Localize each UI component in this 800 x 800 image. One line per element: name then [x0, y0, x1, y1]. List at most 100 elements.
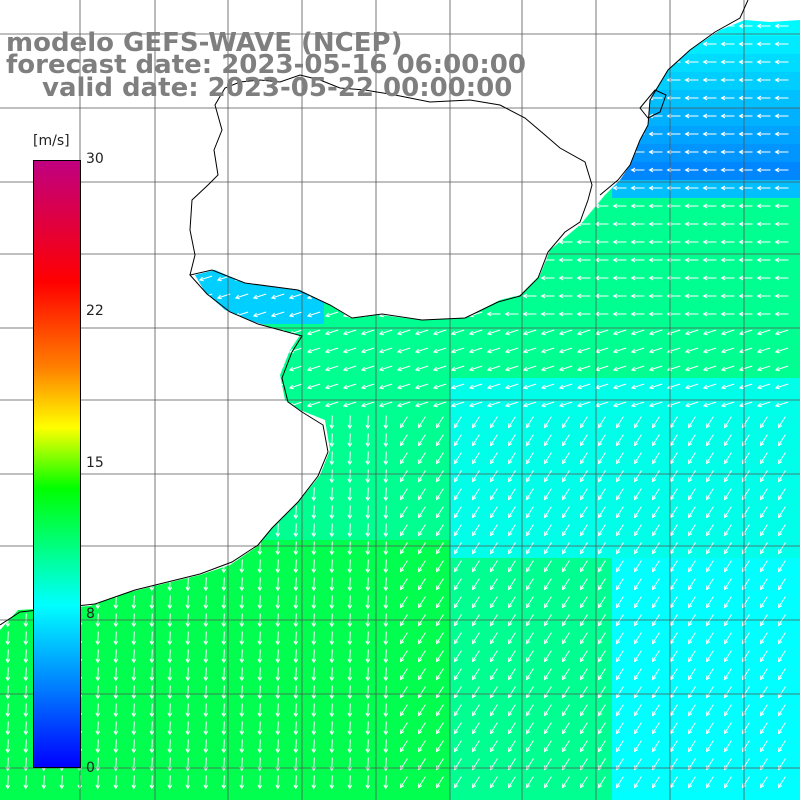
wind-arrow [777, 560, 786, 573]
wind-arrow [378, 185, 393, 192]
wind-arrow [90, 347, 105, 354]
wind-arrow [450, 347, 465, 354]
field-cell [576, 360, 595, 379]
wind-arrow [311, 667, 317, 682]
field-cell [198, 792, 217, 800]
field-cell [468, 432, 487, 451]
field-cell [468, 792, 487, 800]
wind-arrow [180, 275, 195, 282]
field-cell [450, 342, 469, 361]
field-cell [270, 486, 289, 505]
field-cell [522, 738, 541, 757]
wind-arrow [687, 668, 696, 681]
wind-arrow [579, 488, 588, 501]
field-cell [612, 252, 631, 271]
field-cell [90, 180, 109, 199]
wind-arrow [612, 293, 627, 299]
field-cell [108, 288, 127, 307]
field-cell [432, 288, 451, 307]
field-cell [486, 324, 505, 343]
wind-arrow [612, 347, 627, 354]
field-cell [108, 198, 127, 217]
wind-arrow [347, 451, 353, 466]
field-cell [630, 270, 649, 289]
wind-arrow [432, 149, 447, 156]
wind-arrow [471, 740, 480, 753]
wind-arrow [525, 650, 534, 663]
wind-arrow [759, 578, 768, 591]
wind-arrow [561, 704, 570, 717]
wind-arrow [288, 257, 303, 264]
field-cell [216, 144, 235, 163]
wind-arrow [633, 686, 642, 699]
field-cell [558, 360, 577, 379]
field-cell [450, 270, 469, 289]
field-cell [396, 612, 415, 631]
field-cell [90, 270, 109, 289]
wind-arrow [126, 167, 141, 174]
wind-arrow [684, 113, 699, 119]
wind-arrow [270, 149, 285, 156]
wind-arrow [23, 631, 29, 646]
wind-arrow [90, 185, 105, 192]
field-cell [288, 270, 307, 289]
wind-arrow [684, 347, 699, 354]
wind-arrow [594, 293, 609, 299]
field-cell [378, 198, 397, 217]
wind-arrow [522, 311, 537, 317]
field-cell [666, 126, 685, 145]
field-cell [72, 108, 91, 127]
field-cell [594, 360, 613, 379]
wind-arrow [612, 95, 627, 101]
wind-arrow [432, 239, 447, 246]
wind-arrow [630, 41, 645, 47]
wind-arrow [468, 293, 483, 300]
wind-arrow [126, 365, 141, 372]
wind-arrow [257, 721, 263, 736]
field-cell [702, 684, 721, 703]
field-cell [666, 666, 685, 685]
field-cell [756, 306, 775, 325]
field-cell [774, 90, 793, 109]
wind-arrow [144, 221, 159, 228]
field-cell [198, 702, 217, 721]
field-cell [756, 342, 775, 361]
wind-arrow [275, 649, 281, 664]
wind-arrow [113, 595, 119, 610]
field-cell [252, 792, 271, 800]
wind-arrow [414, 131, 429, 138]
field-cell [774, 0, 793, 19]
wind-arrow [543, 578, 552, 591]
wind-arrow [131, 577, 137, 592]
wind-arrow [561, 632, 570, 645]
wind-arrow [342, 203, 357, 210]
wind-arrow [432, 185, 447, 192]
field-cell [234, 468, 253, 487]
wind-arrow [347, 703, 353, 718]
wind-arrow [396, 311, 411, 318]
field-cell [0, 288, 19, 307]
field-cell [126, 684, 145, 703]
wind-arrow [651, 776, 660, 789]
wind-arrow [162, 401, 177, 408]
field-cell [702, 468, 721, 487]
wind-arrow [630, 185, 645, 191]
wind-arrow [257, 631, 263, 646]
field-cell [90, 234, 109, 253]
field-cell [342, 576, 361, 595]
wind-arrow [383, 559, 389, 574]
wind-arrow [504, 149, 519, 155]
wind-arrow [399, 686, 408, 699]
field-cell [378, 738, 397, 757]
wind-arrow [198, 167, 213, 174]
wind-arrow [324, 203, 339, 210]
wind-arrow [738, 401, 753, 408]
wind-arrow [252, 401, 267, 408]
field-cell [198, 126, 217, 145]
field-cell [216, 684, 235, 703]
field-cell [270, 756, 289, 775]
wind-arrow [311, 577, 317, 592]
wind-arrow [417, 668, 426, 681]
field-cell [198, 108, 217, 127]
field-cell [504, 450, 523, 469]
